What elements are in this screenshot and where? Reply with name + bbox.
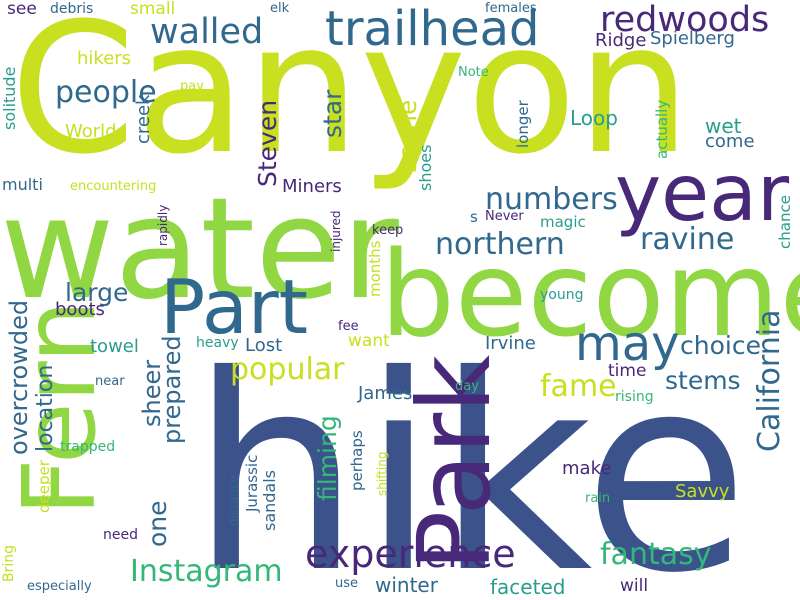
word-popular: popular: [230, 352, 345, 387]
word-debris: debris: [50, 1, 94, 17]
word-use: use: [335, 576, 359, 591]
word-world: World: [65, 121, 117, 142]
word-instagram: Instagram: [130, 554, 283, 589]
word-will: will: [620, 576, 649, 596]
word-chance: chance: [776, 195, 794, 249]
word-trailhead: trailhead: [325, 1, 540, 57]
word-never: Never: [485, 209, 524, 224]
word-miners: Miners: [282, 176, 342, 197]
word-come: come: [705, 131, 755, 152]
word-ravine: ravine: [640, 222, 735, 257]
word-numbers: numbers: [485, 182, 618, 217]
word-fame: fame: [540, 369, 617, 404]
word-need: need: [103, 527, 138, 543]
word-towel: towel: [90, 336, 139, 357]
word-time: time: [608, 361, 647, 381]
word-stems: stems: [665, 366, 741, 395]
word-wet: wet: [705, 114, 742, 138]
word-s: s: [470, 208, 478, 226]
word-choice: choice: [680, 331, 761, 360]
word-ridge: Ridge: [595, 30, 647, 51]
word-small: small: [130, 0, 176, 19]
word-shoes: shoes: [416, 145, 435, 192]
word-longer: longer: [514, 100, 532, 148]
word-especially: especially: [27, 579, 92, 594]
word-may: may: [575, 316, 680, 372]
word-make: make: [562, 458, 612, 479]
word-location: location: [33, 365, 58, 453]
word-near: near: [95, 374, 125, 389]
word-spielberg: Spielberg: [650, 28, 735, 49]
word-trapped: trapped: [60, 439, 116, 455]
word-elk: elk: [270, 1, 290, 16]
word-encountering: encountering: [70, 179, 157, 194]
word-rain: rain: [585, 491, 611, 506]
word-distance: distance: [227, 475, 241, 526]
word-star: star: [318, 90, 347, 139]
word-heavy: heavy: [196, 335, 239, 351]
word-actually: actually: [653, 100, 671, 160]
word-jurassic: Jurassic: [243, 455, 261, 513]
word-northern: northern: [435, 227, 565, 262]
word-james: James: [358, 383, 413, 404]
word-day: day: [455, 379, 479, 394]
word-water: water: [0, 168, 399, 331]
word-large: large: [65, 278, 129, 307]
word-boots: boots: [55, 299, 105, 320]
word-young: young: [540, 287, 584, 303]
word-canyon: Canyon: [10, 0, 691, 194]
word-multi: multi: [2, 175, 43, 194]
word-fee: fee: [338, 319, 359, 334]
word-winter: winter: [375, 573, 438, 597]
word-rapidly: rapidly: [156, 205, 170, 247]
word-experience: experience: [305, 532, 516, 576]
word-people: people: [55, 75, 157, 110]
word-fantasy: fantasy: [600, 537, 712, 572]
word-loop: Loop: [570, 106, 618, 130]
word-perhaps: perhaps: [348, 430, 366, 491]
word-redwoods: redwoods: [600, 0, 770, 40]
word-savvy: Savvy: [675, 481, 730, 502]
word-hike: hike: [190, 317, 749, 600]
word-solitude: solitude: [0, 67, 19, 131]
word-lost: Lost: [245, 335, 283, 356]
word-creek: creek: [133, 95, 154, 145]
word-prepared: prepared: [158, 335, 186, 444]
word-steven: Steven: [253, 100, 282, 188]
word-magic: magic: [540, 213, 586, 231]
word-year: year: [615, 149, 790, 239]
word-faceted: faceted: [490, 575, 566, 599]
word-pay: pay: [180, 79, 204, 94]
word-deeper: deeper: [35, 460, 53, 513]
word-keep: keep: [372, 223, 404, 238]
word-part: Part: [160, 263, 309, 351]
word-months: months: [366, 240, 384, 297]
word-hikers: hikers: [77, 48, 132, 69]
word-overcrowded: overcrowded: [5, 300, 33, 456]
word-one: one: [143, 500, 172, 547]
word-note: Note: [458, 65, 489, 80]
word-walled: walled: [150, 12, 264, 52]
word-rising: rising: [615, 389, 654, 405]
word-see: see: [7, 0, 37, 19]
word-sandals: sandals: [260, 470, 279, 532]
word-injured: injured: [329, 210, 343, 252]
word-irvine: Irvine: [485, 333, 536, 354]
word-females: females: [485, 1, 537, 16]
word-shifting: shifting: [375, 452, 389, 497]
word-become: become: [380, 225, 800, 363]
word-bring: Bring: [1, 545, 17, 583]
word-want: want: [348, 331, 390, 351]
word-filming: filming: [313, 415, 342, 501]
